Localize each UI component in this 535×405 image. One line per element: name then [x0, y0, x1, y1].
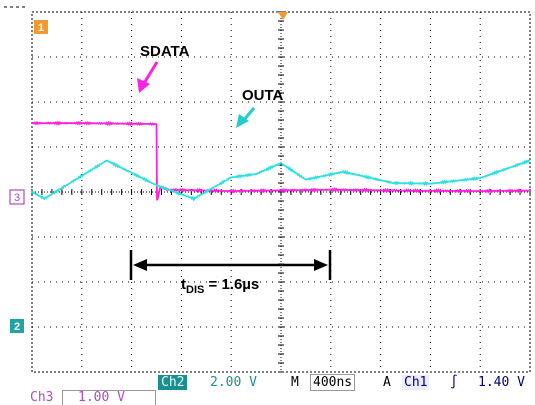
traces — [32, 122, 530, 200]
trigger-slope-icon: ∫ — [450, 375, 458, 390]
trigger-position-marker — [278, 12, 288, 20]
ch2-badge[interactable]: Ch2 — [158, 375, 187, 390]
ch3-marker: 3 — [10, 190, 24, 204]
ch1-marker-label: 1 — [38, 22, 44, 34]
timebase-m-label: M — [291, 375, 299, 390]
trigger-a-label: A — [383, 375, 391, 390]
sdata-label: SDATA — [140, 43, 190, 60]
trigger-source[interactable]: Ch1 — [402, 375, 429, 390]
tdis-value: = 1.6µs — [204, 276, 259, 293]
tdis-label: tDIS = 1.6µs — [181, 276, 259, 296]
status-bar: Ch2 2.00 V M 400ns A Ch1 ∫ 1.40 V Ch3 1.… — [0, 374, 535, 405]
trigger-level[interactable]: 1.40 V — [478, 375, 525, 390]
ch3-label: Ch3 — [30, 391, 53, 405]
tdis-arrow-right — [314, 259, 328, 271]
tdis-subscript: DIS — [186, 284, 204, 296]
tdis-arrow-left — [133, 259, 147, 271]
ch1-marker: 1 — [34, 20, 48, 34]
ch2-marker: 2 — [10, 319, 24, 333]
ch3-marker-label: 3 — [14, 192, 20, 204]
ch3-scale[interactable]: 1.00 V — [62, 390, 156, 405]
ch2-scale: 2.00 V — [210, 375, 257, 390]
sdata-arrow — [137, 62, 157, 93]
outa-arrow — [236, 108, 254, 128]
ch2-badge-label: Ch2 — [161, 375, 184, 390]
outa-label: OUTA — [242, 87, 284, 104]
timebase-value[interactable]: 400ns — [310, 374, 355, 391]
ch2-marker-label: 2 — [14, 321, 20, 333]
